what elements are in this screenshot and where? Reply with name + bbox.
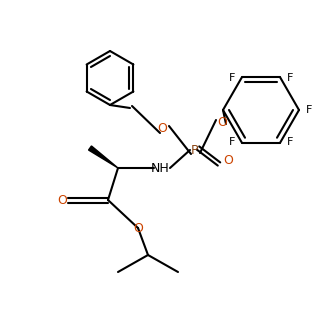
Text: O: O [217, 116, 227, 130]
Text: O: O [223, 153, 233, 167]
Text: F: F [229, 137, 235, 147]
Text: F: F [229, 73, 235, 83]
Text: O: O [57, 194, 67, 206]
Text: O: O [157, 122, 167, 136]
Text: F: F [306, 105, 312, 115]
Text: F: F [287, 137, 293, 147]
Polygon shape [89, 146, 118, 168]
Text: O: O [133, 221, 143, 234]
Text: NH: NH [151, 161, 169, 174]
Text: F: F [287, 73, 293, 83]
Text: P: P [191, 144, 199, 157]
